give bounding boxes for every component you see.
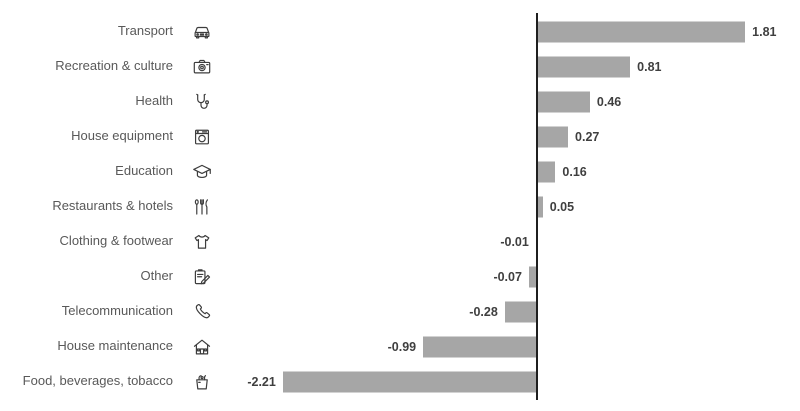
category-label: Food, beverages, tobacco — [22, 373, 173, 389]
bar — [537, 196, 543, 217]
bar-track: 0.27 — [231, 119, 800, 154]
value-label: -0.07 — [493, 269, 522, 284]
category-label: Education — [115, 163, 173, 179]
bar-track: 0.81 — [231, 49, 800, 84]
category-label: Restaurants & hotels — [52, 198, 173, 214]
bar — [528, 266, 537, 287]
cutlery-icon — [173, 196, 231, 218]
bar-track: 0.05 — [231, 189, 800, 224]
chart-row: Clothing & footwear -0.01 — [0, 224, 800, 259]
chart-row: Transport 1.81 — [0, 14, 800, 49]
category-label: Other — [140, 268, 173, 284]
bar-track: 0.16 — [231, 154, 800, 189]
category-label: Telecommunication — [61, 303, 173, 319]
category-label: Health — [135, 93, 173, 109]
bar-track: -0.28 — [231, 294, 800, 329]
bar — [537, 126, 569, 147]
chart-row: Food, beverages, tobacco -2.21 — [0, 364, 800, 399]
graduation-cap-icon — [173, 161, 231, 183]
chart-row: Telecommunication -0.28 — [0, 294, 800, 329]
chart-row: Restaurants & hotels 0.05 — [0, 189, 800, 224]
value-label: -2.21 — [247, 374, 276, 389]
value-label: -0.99 — [387, 339, 417, 354]
chart-row: Health 0.46 — [0, 84, 800, 119]
bar — [423, 336, 537, 357]
value-label: 1.81 — [752, 24, 777, 39]
tshirt-icon — [173, 231, 231, 253]
value-label: 0.27 — [575, 129, 600, 144]
car-icon — [173, 21, 231, 43]
chart-row: House maintenance -0.99 — [0, 329, 800, 364]
bar — [537, 56, 631, 77]
bar — [537, 161, 556, 182]
bar — [504, 301, 537, 322]
value-label: -0.28 — [469, 304, 498, 319]
house-icon — [173, 336, 231, 358]
value-label: 0.16 — [562, 164, 587, 179]
bar-track: -0.01 — [231, 224, 800, 259]
stethoscope-icon — [173, 91, 231, 113]
chart-row: Recreation & culture 0.81 — [0, 49, 800, 84]
category-label: House equipment — [71, 128, 173, 144]
category-label: Transport — [117, 23, 173, 39]
chart-row: Other -0.07 — [0, 259, 800, 294]
chart-row: House equipment 0.27 — [0, 119, 800, 154]
chart-row: Education 0.16 — [0, 154, 800, 189]
category-label: House maintenance — [57, 338, 173, 354]
bar-track: 0.46 — [231, 84, 800, 119]
bar — [537, 91, 590, 112]
zero-axis — [536, 13, 538, 400]
washing-machine-icon — [173, 126, 231, 148]
bar-track: -0.07 — [231, 259, 800, 294]
grocery-bag-icon — [173, 371, 231, 393]
category-label: Clothing & footwear — [59, 233, 173, 249]
value-label: -0.01 — [500, 234, 529, 249]
notepad-pencil-icon — [173, 266, 231, 288]
phone-icon — [173, 301, 231, 323]
bar — [282, 371, 537, 392]
value-label: 0.46 — [596, 94, 622, 109]
bar-track: 1.81 — [231, 14, 800, 49]
category-label: Recreation & culture — [55, 58, 173, 74]
camera-icon — [173, 56, 231, 78]
bar-track: -2.21 — [231, 364, 800, 399]
bar-track: -0.99 — [231, 329, 800, 364]
value-label: 0.81 — [637, 59, 662, 74]
value-label: 0.05 — [549, 199, 575, 214]
bar — [537, 21, 746, 42]
